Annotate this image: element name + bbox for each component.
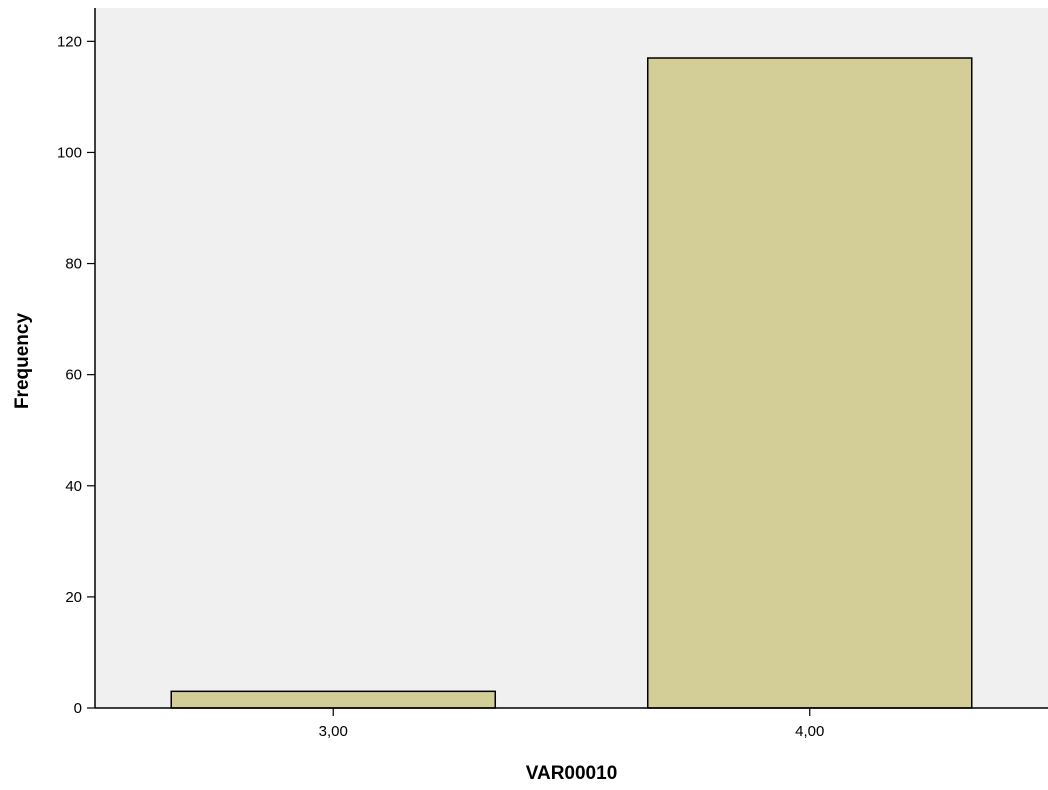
bar-4-00 — [646, 57, 973, 709]
y-tick-label: 80 — [65, 256, 82, 273]
y-tick-label: 100 — [57, 144, 82, 161]
y-axis-title: Frequency — [12, 313, 33, 410]
y-tick-label: 20 — [65, 589, 82, 606]
x-tick-label: 3,00 — [319, 723, 348, 740]
y-tick-label: 40 — [65, 478, 82, 495]
y-ticks-group: 0 20 40 60 80 100 120 — [57, 33, 95, 717]
y-tick-label: 60 — [65, 367, 82, 384]
x-tick-label: 4,00 — [795, 723, 824, 740]
x-axis-title: VAR00010 — [526, 763, 618, 784]
bar-3-00 — [170, 690, 497, 709]
x-ticks-group: 3,00 4,00 — [319, 708, 824, 740]
bars-group — [170, 57, 973, 709]
y-tick-label: 0 — [74, 700, 82, 717]
y-tick-label: 120 — [57, 33, 82, 50]
